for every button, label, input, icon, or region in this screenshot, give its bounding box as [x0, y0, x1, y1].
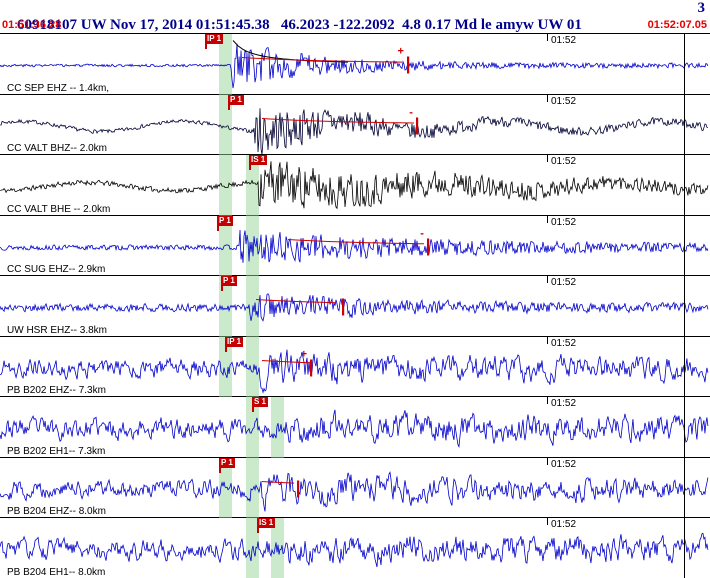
station-label: CC SEP EHZ -- 1.4km, [7, 82, 110, 94]
waveform[interactable] [0, 458, 710, 519]
coda-line [261, 480, 295, 484]
time-range-bar: 01:51:36.28 01:52:07.05 [0, 19, 710, 33]
pick-flag[interactable]: S 1 [252, 397, 269, 408]
event-header: 60918107 UW Nov 17, 2014 01:51:45.38 46.… [0, 0, 710, 33]
station-label: CC SUG EHZ-- 2.9km [7, 264, 106, 276]
waveform[interactable] [0, 518, 710, 578]
station-label: PB B204 EHZ-- 8.0km [7, 506, 106, 518]
pick-window-band [246, 457, 259, 519]
coda-sign: - [409, 106, 413, 118]
pick-flag[interactable]: P 1 [221, 276, 237, 287]
coda-line [261, 117, 414, 124]
minute-tick [547, 34, 548, 41]
pick-flag[interactable]: IS 1 [249, 155, 268, 166]
station-label: PB B204 EH1-- 8.0km [7, 566, 106, 578]
pick-window-band [246, 397, 259, 458]
trace-area: +01:52 CC SEP EHZ -- 1.4km, IP 1 - 01:52 CC V… [0, 33, 710, 578]
minute-label: 01:52 [551, 398, 577, 410]
waveform[interactable] [0, 276, 710, 337]
plot-right-border [684, 33, 685, 578]
window-end-time: 01:52:07.05 [647, 19, 707, 31]
station-label: PB B202 EH1-- 7.3km [7, 445, 106, 457]
window-start-time: 01:51:36.28 [2, 19, 62, 31]
minute-label: 01:52 [551, 277, 577, 289]
station-label: PB B202 EHZ-- 7.3km [7, 385, 106, 397]
minute-tick [547, 94, 548, 102]
pick-window-band [246, 155, 259, 216]
minute-tick [547, 215, 548, 223]
pick-window-band [246, 336, 259, 398]
coda-line [261, 359, 311, 364]
pick-window-band [219, 94, 232, 156]
station-label: CC VALT BHE -- 2.0km [7, 203, 111, 215]
minute-label: 01:52 [551, 156, 577, 168]
minute-tick [547, 276, 548, 284]
pick-flag[interactable]: IS 1 [257, 518, 276, 529]
trace-row-1[interactable]: +01:52 CC SEP EHZ -- 1.4km, IP 1 [0, 33, 710, 95]
pick-flag[interactable]: P 1 [228, 94, 244, 105]
coda-line [255, 299, 337, 304]
minute-tick [547, 155, 548, 163]
coda-end-marker [297, 480, 300, 498]
pick-flag[interactable]: IP 1 [225, 336, 244, 347]
coda-line [241, 56, 402, 63]
waveform[interactable]: - [0, 95, 710, 156]
minute-tick [547, 397, 548, 405]
coda-sign: - [420, 227, 424, 239]
pick-flag[interactable]: P 1 [219, 457, 235, 468]
trace-row-5[interactable]: 01:52 UW HSR EHZ-- 3.8km P 1 [0, 275, 710, 337]
minute-tick [547, 457, 548, 465]
waveform[interactable]: + [0, 34, 710, 95]
pick-window-band [219, 276, 232, 337]
coda-end-marker [310, 359, 313, 377]
minute-tick [547, 336, 548, 344]
trace-row-2[interactable]: - 01:52 CC VALT BHZ-- 2.0km P 1 [0, 93, 710, 156]
station-label: UW HSR EHZ-- 3.8km [7, 324, 107, 336]
page-number: 3 [697, 0, 706, 16]
trace-row-4[interactable]: - 01:52 CC SUG EHZ-- 2.9km P 1 [0, 214, 710, 277]
pick-window-band [219, 336, 232, 398]
coda-end-marker [342, 298, 345, 316]
waveform[interactable]: + [0, 337, 710, 398]
trace-row-8[interactable]: 01:52 PB B204 EHZ-- 8.0km P 1 [0, 456, 710, 519]
trace-row-9[interactable]: 01:52 PB B204 EH1-- 8.0km IS 1 [0, 517, 710, 578]
event-summary-text: 60918107 UW Nov 17, 2014 01:51:45.38 46.… [17, 17, 582, 33]
pick-flag[interactable]: P 1 [217, 215, 233, 226]
pick-window-band [219, 155, 232, 216]
minute-tick [547, 518, 548, 526]
coda-sign: + [301, 348, 307, 360]
trace-row-3[interactable]: 01:52 CC VALT BHE -- 2.0km IS 1 [0, 154, 710, 216]
coda-end-marker [406, 56, 410, 74]
coda-line [287, 238, 424, 244]
waveform[interactable] [0, 397, 710, 458]
coda-end-marker [415, 117, 419, 135]
minute-label: 01:52 [551, 216, 577, 228]
coda-sign: + [398, 45, 404, 57]
pick-flag[interactable]: IP 1 [205, 34, 224, 44]
pick-window-band [246, 276, 259, 337]
minute-label: 01:52 [551, 95, 577, 107]
coda-end-marker [426, 238, 430, 256]
trace-row-7[interactable]: 01:52 PB B202 EH1-- 7.3km S 1 [0, 396, 710, 458]
pick-window-band [219, 457, 232, 519]
minute-label: 01:52 [551, 35, 577, 46]
waveform[interactable] [0, 155, 710, 216]
station-label: CC VALT BHZ-- 2.0km [7, 143, 108, 155]
minute-label: 01:52 [551, 337, 577, 349]
pick-window-band [219, 34, 232, 95]
pick-window-band [271, 397, 284, 458]
waveform[interactable]: - [0, 216, 710, 277]
minute-label: 01:52 [551, 519, 577, 531]
minute-label: 01:52 [551, 458, 577, 470]
trace-row-6[interactable]: +01:52 PB B202 EHZ-- 7.3km IP 1 [0, 335, 710, 398]
pick-window-band [219, 215, 232, 277]
